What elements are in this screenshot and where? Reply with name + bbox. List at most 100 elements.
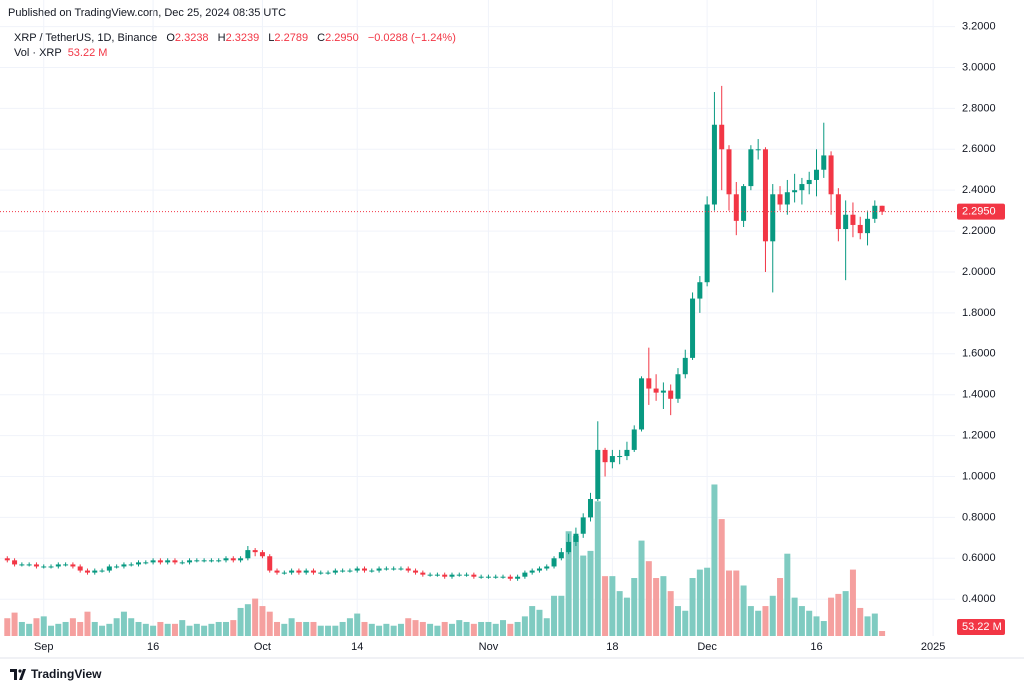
- volume-bar: [565, 531, 572, 636]
- volume-bar: [84, 611, 91, 636]
- candle-body: [391, 568, 397, 570]
- candle-body: [208, 560, 214, 562]
- candle-body: [245, 550, 251, 559]
- candle-body: [748, 149, 754, 187]
- y-tick-label: 1.4000: [962, 389, 996, 401]
- y-tick-label: 2.0000: [962, 266, 996, 278]
- candle-body: [398, 568, 404, 570]
- candle-body: [325, 572, 331, 574]
- candle-body: [566, 541, 572, 553]
- candle-body: [165, 560, 171, 563]
- x-tick-label: 14: [351, 641, 363, 653]
- y-tick-label: 2.8000: [962, 102, 996, 114]
- volume-bar: [492, 623, 499, 636]
- candle-body: [449, 574, 455, 577]
- y-tick-label: 2.6000: [962, 143, 996, 155]
- x-tick-label: 2025: [921, 641, 945, 653]
- volume-bar: [99, 625, 106, 636]
- candle-body: [442, 574, 448, 577]
- volume-bar: [813, 616, 820, 636]
- candle-body: [653, 388, 659, 393]
- candle-body: [770, 194, 776, 242]
- volume-bar: [157, 621, 164, 636]
- volume-bar: [11, 612, 18, 636]
- candle-body: [617, 456, 623, 458]
- candle-body: [850, 214, 856, 225]
- candle-body: [471, 574, 477, 577]
- candle-body: [835, 194, 841, 230]
- candle-body: [777, 194, 783, 205]
- candle-body: [12, 560, 18, 565]
- last-price-label: 2.2950: [962, 206, 996, 218]
- volume-bar: [62, 621, 69, 636]
- candle-body: [726, 149, 732, 195]
- candle-body: [500, 576, 506, 578]
- candle-body: [587, 498, 593, 518]
- candle-body: [522, 572, 528, 577]
- ohlc-label: C: [317, 32, 326, 44]
- volume-bar: [820, 621, 827, 636]
- volume-bar: [244, 604, 251, 636]
- candle-body: [376, 568, 382, 571]
- candle-body: [580, 517, 586, 534]
- volume-bar: [514, 621, 521, 636]
- volume-bar: [551, 595, 558, 636]
- volume-bar: [711, 484, 718, 636]
- candle-body: [267, 556, 273, 571]
- volume-bar: [798, 606, 805, 636]
- volume-bar: [208, 623, 215, 636]
- candle-body: [668, 390, 674, 399]
- ohlc-label: L: [268, 32, 275, 44]
- volume-bar: [91, 621, 98, 636]
- volume-bar: [361, 621, 368, 636]
- candle-body: [456, 574, 462, 576]
- volume-bar: [274, 621, 281, 636]
- volume-bar: [572, 535, 579, 636]
- volume-bar: [762, 606, 769, 636]
- volume-bar: [696, 569, 703, 636]
- candle-body: [733, 194, 739, 221]
- x-tick-label: Nov: [479, 641, 499, 653]
- change: −0.0288 (−1.24%): [367, 32, 456, 44]
- last-volume-label: 53.22 M: [962, 621, 1002, 633]
- candle-body: [194, 560, 200, 562]
- volume-bar: [791, 597, 798, 636]
- candle-body: [223, 558, 229, 561]
- candle-body: [136, 562, 142, 565]
- volume-bar: [828, 597, 835, 636]
- volume-bar: [252, 598, 259, 636]
- candle-body: [26, 564, 32, 566]
- volume-bar: [201, 625, 208, 636]
- volume-bar: [456, 620, 463, 636]
- volume-bar: [769, 595, 776, 636]
- ohlc-value: 2.3238: [174, 32, 209, 44]
- candle-body: [201, 560, 207, 562]
- candle-body: [33, 564, 39, 567]
- candle-body: [806, 179, 812, 185]
- volume-bar: [667, 591, 674, 636]
- volume-bar: [543, 618, 550, 636]
- symbol-legend: XRP / TetherUS, 1D, Binance O2.3238 H2.3…: [14, 32, 456, 44]
- candle-body: [675, 374, 681, 399]
- volume-bar: [864, 616, 871, 636]
- last-volume-box: [957, 619, 1005, 635]
- volume-bar: [726, 570, 733, 636]
- volume-bar: [120, 611, 127, 636]
- candle-body: [660, 390, 666, 393]
- volume-bar: [368, 623, 375, 636]
- candle-body: [354, 568, 360, 571]
- candle-body: [4, 558, 10, 561]
- candle-body: [347, 570, 353, 572]
- volume-bar: [4, 618, 11, 636]
- volume-bar: [354, 613, 361, 636]
- volume-bar: [777, 578, 784, 636]
- x-tick-label: 16: [147, 641, 159, 653]
- volume-title: Vol · XRP: [14, 47, 62, 59]
- ohlc-value: 2.2950: [325, 32, 359, 44]
- volume-bar: [733, 570, 740, 636]
- volume-bar: [835, 593, 842, 636]
- x-tick-label: Sep: [34, 641, 54, 653]
- candle-body: [172, 560, 178, 563]
